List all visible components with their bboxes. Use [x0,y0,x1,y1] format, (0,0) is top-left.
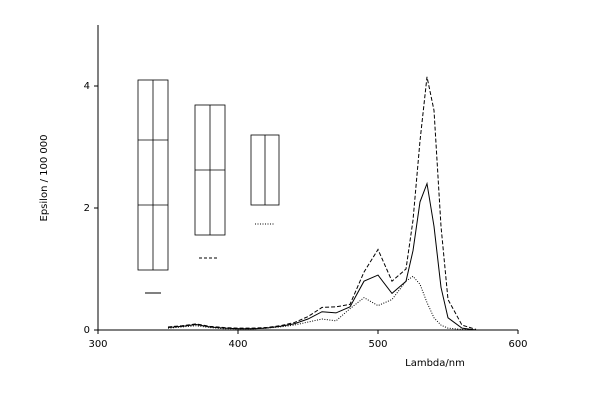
x-tick-label: 500 [368,339,387,350]
trimer-structure [137,79,169,271]
x-tick-label: 400 [228,339,247,350]
series-line [167,181,477,331]
series-line [167,76,477,330]
x-tick-label: 300 [88,339,107,350]
x-tick-label: 600 [508,339,527,350]
y-tick-label: 2 [84,203,90,214]
x-axis-label: Lambda/nm [405,358,465,369]
y-axis-label: Epsilon / 100 000 [39,135,50,222]
monomer-structure [250,134,280,206]
y-tick-label: 0 [84,325,90,336]
dimer-structure [194,104,226,236]
y-tick-label: 4 [84,81,90,92]
series-line [167,275,477,331]
molecule-structures [137,79,280,294]
